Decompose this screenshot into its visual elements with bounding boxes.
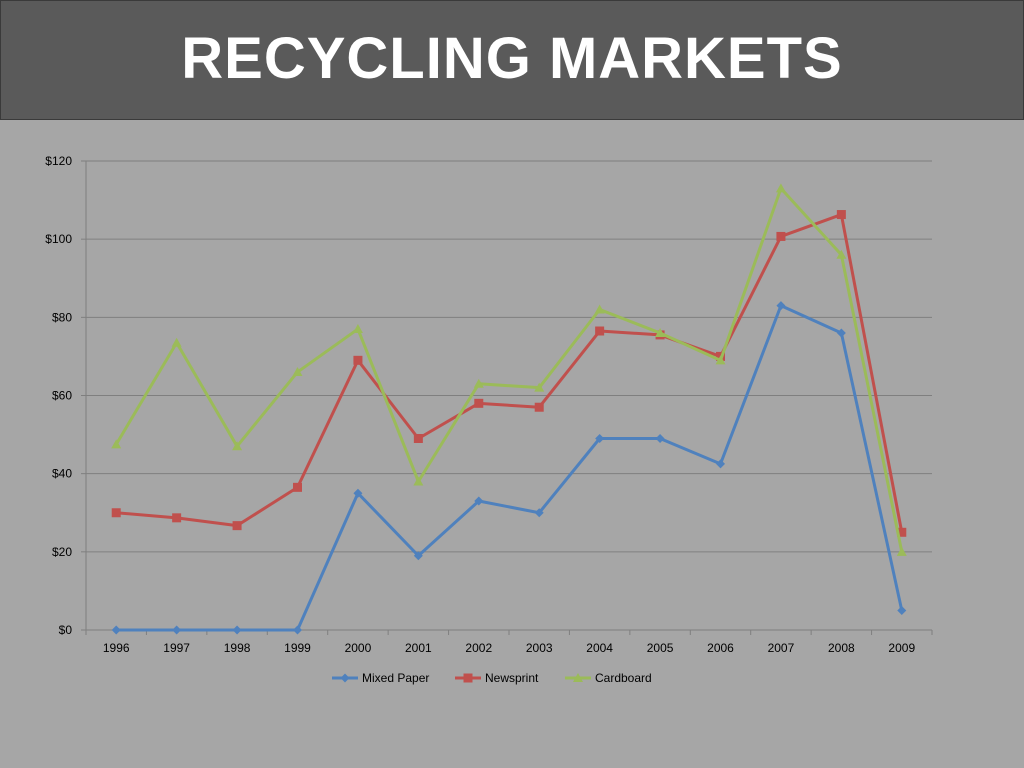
legend-marker (573, 673, 583, 682)
y-tick-label: $100 (45, 232, 72, 246)
series-cardboard (111, 183, 907, 556)
data-point-cardboard (715, 355, 726, 365)
data-point-newsprint (776, 231, 786, 241)
data-point-cardboard (775, 183, 786, 193)
x-tick-label: 2001 (405, 641, 432, 655)
x-tick-label: 1997 (163, 641, 190, 655)
y-tick-label: $40 (52, 467, 72, 481)
y-tick-label: $0 (59, 623, 73, 637)
data-point-cardboard (655, 327, 666, 337)
legend-label: Mixed Paper (362, 671, 429, 685)
x-tick-label: 2004 (586, 641, 613, 655)
x-tick-label: 2003 (526, 641, 553, 655)
series-line-cardboard (114, 186, 904, 553)
data-point-newsprint (534, 402, 544, 412)
data-point-cardboard (292, 367, 303, 377)
x-tick-label: 2005 (647, 641, 674, 655)
series-mixed-paper (111, 301, 907, 635)
data-point-cardboard (232, 441, 243, 451)
slide-title: RECYCLING MARKETS (181, 25, 843, 91)
x-tick-label: 2008 (828, 641, 855, 655)
legend-item-mixed-paper: Mixed Paper (332, 671, 429, 685)
x-tick-label: 1996 (103, 641, 130, 655)
x-tick-label: 2000 (345, 641, 372, 655)
data-point-newsprint (413, 433, 423, 443)
data-point-mixed-paper (232, 625, 242, 635)
data-point-newsprint (293, 482, 302, 492)
legend-item-newsprint: Newsprint (455, 671, 539, 685)
data-point-newsprint (595, 326, 605, 336)
data-point-cardboard (171, 337, 182, 347)
x-tick-label: 2006 (707, 641, 734, 655)
data-point-mixed-paper (413, 551, 423, 561)
legend-label: Newsprint (485, 671, 539, 685)
data-point-mixed-paper (534, 508, 544, 518)
x-tick-label: 2007 (768, 641, 795, 655)
data-point-newsprint (897, 527, 907, 537)
data-point-newsprint (232, 521, 242, 531)
data-point-mixed-paper (293, 625, 302, 635)
series-line-newsprint (116, 213, 904, 533)
series-line-mixed-paper (116, 304, 904, 632)
data-point-cardboard (594, 304, 605, 314)
data-point-mixed-paper (111, 625, 121, 635)
data-point-mixed-paper (897, 605, 907, 615)
y-tick-label: $120 (45, 154, 72, 168)
data-point-mixed-paper (836, 328, 846, 338)
data-point-mixed-paper (716, 459, 725, 469)
legend-label: Cardboard (595, 671, 652, 685)
data-point-newsprint (353, 355, 363, 365)
x-tick-label: 2009 (888, 641, 915, 655)
y-tick-label: $80 (52, 310, 72, 324)
data-point-mixed-paper (595, 433, 605, 443)
data-point-cardboard (473, 378, 484, 388)
data-point-mixed-paper (474, 496, 484, 506)
data-point-cardboard (534, 382, 545, 392)
title-bar: RECYCLING MARKETS (0, 0, 1024, 120)
data-point-cardboard (111, 439, 122, 449)
data-point-mixed-paper (776, 301, 786, 311)
legend-marker (340, 673, 350, 683)
legend-item-cardboard: Cardboard (565, 671, 652, 685)
legend-marker (463, 673, 473, 683)
series-newsprint (111, 210, 907, 537)
x-tick-label: 2002 (465, 641, 492, 655)
y-tick-label: $60 (52, 389, 72, 403)
data-point-cardboard (413, 476, 424, 486)
data-point-newsprint (172, 513, 182, 523)
data-point-newsprint (836, 210, 846, 220)
data-point-newsprint (474, 398, 484, 408)
data-point-newsprint (111, 508, 121, 518)
data-point-cardboard (896, 546, 907, 556)
y-tick-label: $20 (52, 545, 72, 559)
data-point-mixed-paper (172, 625, 182, 635)
data-point-cardboard (836, 249, 847, 259)
data-point-mixed-paper (353, 488, 363, 498)
data-point-cardboard (352, 324, 363, 334)
x-tick-label: 1998 (224, 641, 251, 655)
x-tick-label: 1999 (284, 641, 311, 655)
data-point-mixed-paper (655, 433, 665, 443)
